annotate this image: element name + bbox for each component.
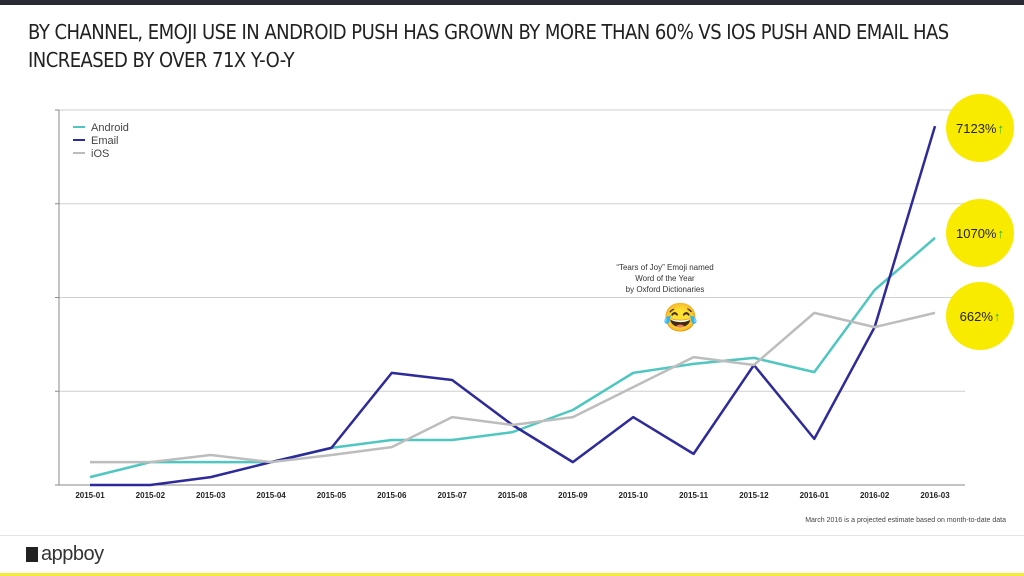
email-growth-bubble: 7123% ↑: [946, 94, 1014, 162]
arrow-up-icon: ↑: [993, 308, 1001, 324]
logo-mark-icon: [26, 547, 38, 562]
growth-value: 7123%: [956, 120, 997, 136]
footer-divider: [0, 535, 1024, 536]
tears-of-joy-emoji-icon: 😂: [663, 302, 698, 333]
legend-label: Android: [91, 122, 129, 134]
android-growth-bubble: 1070% ↑: [946, 199, 1014, 267]
legend-label: iOS: [91, 148, 109, 160]
x-tick-label: 2015-01: [75, 491, 105, 500]
top-bar: [0, 0, 1024, 5]
x-tick-label: 2015-05: [317, 491, 347, 500]
x-tick-label: 2016-01: [800, 491, 830, 500]
ios-growth-bubble: 662% ↑: [946, 282, 1014, 350]
growth-value: 662%: [959, 308, 993, 324]
x-tick-label: 2016-02: [860, 491, 890, 500]
x-tick-label: 2015-04: [256, 491, 286, 500]
accent-bar: [0, 573, 1024, 576]
x-tick-label: 2015-02: [136, 491, 166, 500]
arrow-up-icon: ↑: [997, 225, 1004, 241]
x-tick-label: 2015-11: [679, 491, 708, 500]
arrow-up-icon: ↑: [997, 120, 1004, 136]
footnote: March 2016 is a projected estimate based…: [805, 517, 1006, 524]
annotation-line: Word of the Year: [635, 274, 695, 283]
x-tick-label: 2015-06: [377, 491, 407, 500]
logo-text: appboy: [41, 543, 104, 565]
x-tick-label: 2015-08: [498, 491, 528, 500]
legend-label: Email: [91, 135, 119, 147]
growth-value: 1070%: [956, 225, 997, 241]
series-line-android: [89, 236, 936, 479]
x-tick-label: 2015-09: [558, 491, 588, 500]
x-tick-label: 2016-03: [920, 491, 950, 500]
x-tick-label: 2015-03: [196, 491, 226, 500]
x-tick-label: 2015-07: [437, 491, 467, 500]
annotation-line: “Tears of Joy” Emoji named: [616, 263, 714, 272]
x-tick-label: 2015-10: [619, 491, 649, 500]
page-title: BY CHANNEL, EMOJI USE IN ANDROID PUSH HA…: [28, 20, 949, 72]
series-line-ios: [90, 311, 936, 464]
annotation-text: “Tears of Joy” Emoji named Word of the Y…: [600, 262, 730, 295]
annotation-line: by Oxford Dictionaries: [625, 285, 705, 294]
appboy-logo: appboy: [26, 543, 104, 566]
x-tick-label: 2015-12: [739, 491, 769, 500]
